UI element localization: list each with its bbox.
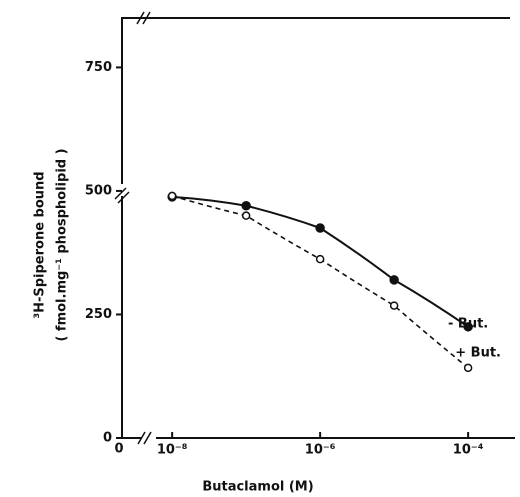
data-point <box>241 201 251 211</box>
data-point <box>241 211 251 220</box>
x-origin-label: 0 <box>114 442 123 457</box>
y-axis-title: ³H-Spiperone bound <box>33 171 48 318</box>
data-point <box>463 363 473 373</box>
data-point <box>315 223 325 233</box>
data-point <box>389 275 399 285</box>
x-tick-label: 10⁻⁶ <box>305 443 336 458</box>
y-tick-label: 750 <box>85 60 112 75</box>
axes <box>114 11 515 445</box>
y-axis-title: ( fmol.mg⁻¹ phospholipid ) <box>55 148 70 341</box>
y-tick-label: 250 <box>85 307 112 322</box>
x-tick-label: 10⁻⁴ <box>453 443 484 458</box>
x-axis-title: Butaclamol (M) <box>202 480 313 495</box>
series-label: + But. <box>455 345 501 360</box>
data-point <box>315 254 325 264</box>
data-point <box>463 322 473 332</box>
y-tick-label: 0 <box>103 431 112 446</box>
data-point <box>389 301 399 310</box>
y-tick-label: 500 <box>85 183 112 198</box>
data-point <box>167 191 177 201</box>
series-label: - But. <box>448 316 488 331</box>
x-tick-label: 10⁻⁸ <box>157 443 188 458</box>
series-line <box>171 195 469 369</box>
